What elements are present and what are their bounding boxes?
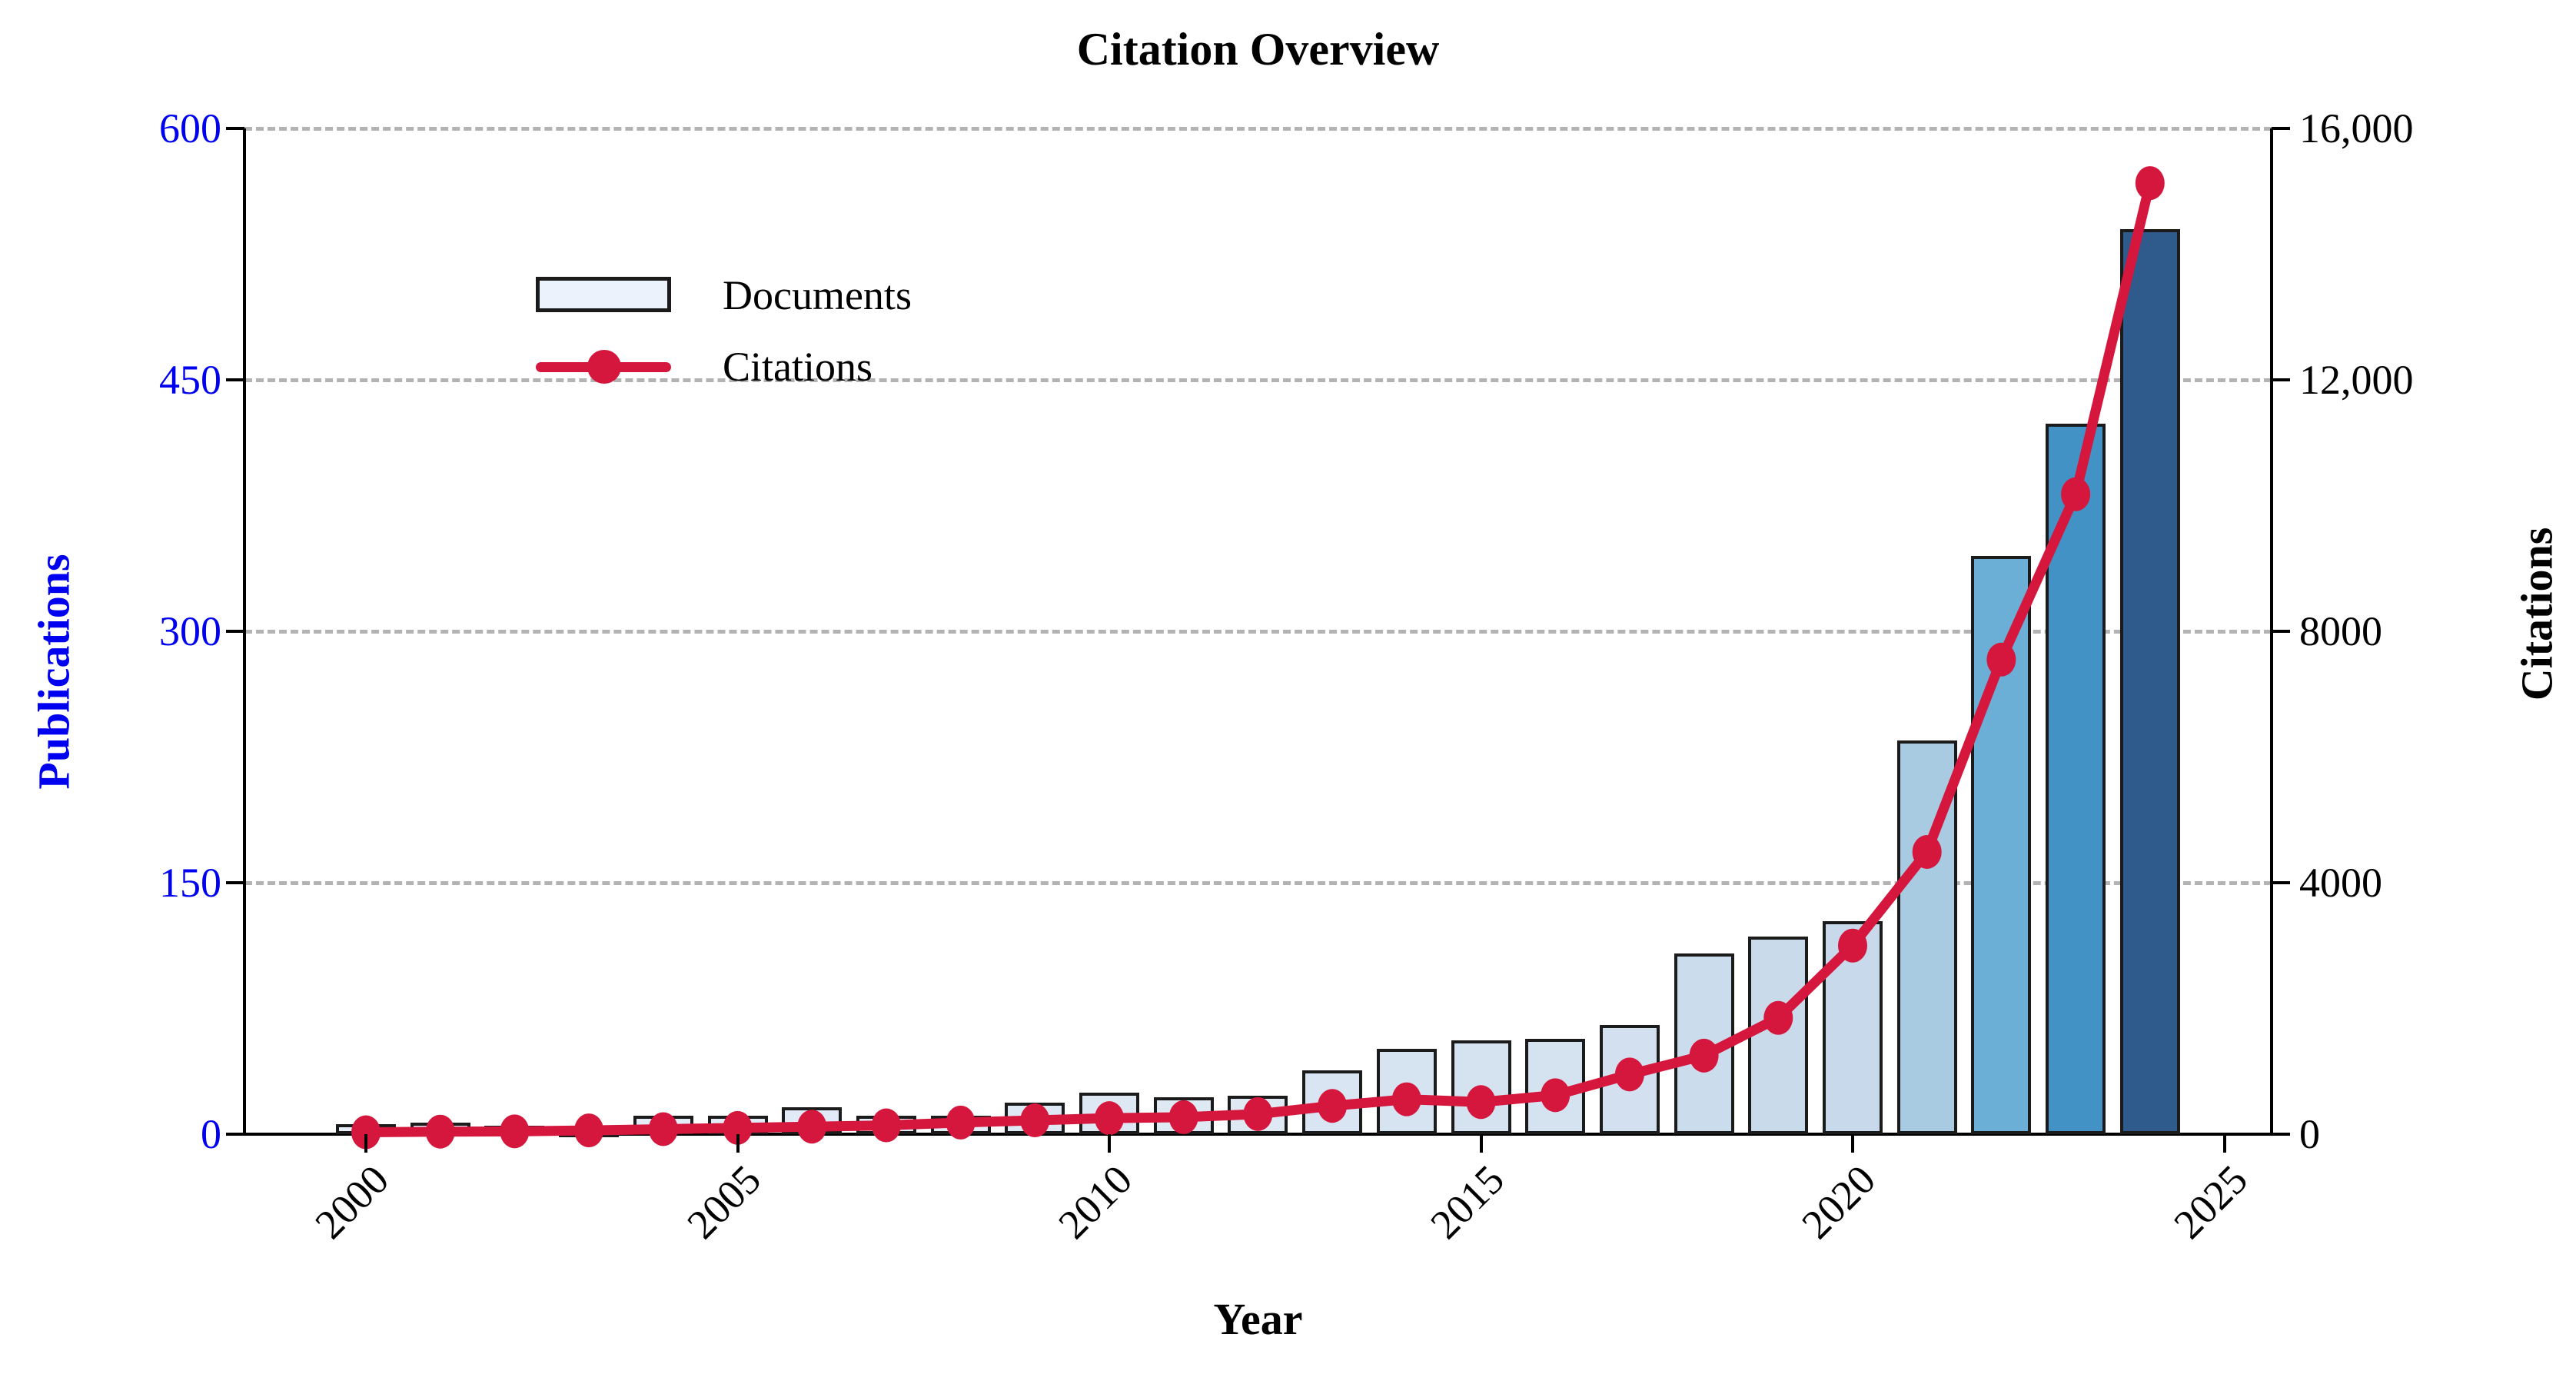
right-tick-mark — [2272, 881, 2290, 884]
left-axis-spine — [243, 128, 246, 1134]
left-tick-label-300: 300 — [159, 608, 221, 654]
citations-marker-2000 — [351, 1115, 381, 1150]
citations-marker-2007 — [871, 1108, 901, 1143]
citations-marker-2023 — [2061, 477, 2091, 511]
citations-marker-2024 — [2135, 166, 2165, 201]
left-tick-mark — [226, 127, 244, 130]
citations-marker-2022 — [1986, 642, 2016, 677]
citations-marker-2003 — [574, 1113, 604, 1148]
left-tick-mark — [226, 378, 244, 381]
citations-marker-2002 — [500, 1114, 530, 1149]
x-tick-mark-2025 — [2222, 1134, 2226, 1153]
gridline-150 — [244, 881, 2272, 885]
citations-marker-2013 — [1318, 1089, 1348, 1123]
legend-citations-label: Citations — [723, 344, 873, 390]
left-tick-mark — [226, 1133, 244, 1136]
left-tick-label-450: 450 — [159, 357, 221, 403]
x-axis-label: Year — [1213, 1294, 1303, 1344]
right-tick-label-16000: 16,000 — [2299, 105, 2414, 151]
citations-marker-2006 — [797, 1110, 827, 1144]
x-tick-mark-2010 — [1108, 1134, 1111, 1153]
citations-line-layer — [351, 166, 2165, 1150]
left-tick-label-600: 600 — [159, 105, 221, 151]
left-tick-mark — [226, 881, 244, 884]
right-tick-label-8000: 8000 — [2299, 608, 2382, 654]
x-axis-spine — [243, 1133, 2273, 1136]
legend-citations-marker-icon — [587, 350, 621, 384]
citations-marker-2016 — [1541, 1078, 1571, 1113]
right-tick-label-0: 0 — [2299, 1111, 2320, 1157]
legend-documents-swatch — [536, 277, 671, 312]
citations-marker-2017 — [1614, 1057, 1644, 1092]
plot-area: Documents Citations — [243, 127, 2273, 1150]
documents-bar-2021 — [1896, 740, 1957, 1134]
gridline-450 — [244, 378, 2272, 382]
right-tick-mark — [2272, 127, 2290, 130]
right-tick-mark — [2272, 630, 2290, 633]
documents-bar-2015 — [1451, 1040, 1511, 1134]
right-tick-label-4000: 4000 — [2299, 860, 2382, 906]
chart-title: Citation Overview — [1076, 24, 1440, 75]
left-tick-label-0: 0 — [201, 1111, 221, 1157]
citations-marker-2011 — [1168, 1100, 1198, 1134]
x-tick-label-2015: 2015 — [1421, 1156, 1513, 1248]
left-tick-label-150: 150 — [159, 860, 221, 906]
legend-documents-label: Documents — [723, 272, 912, 318]
gridline-300 — [244, 630, 2272, 634]
x-tick-label-2000: 2000 — [306, 1156, 398, 1248]
x-tick-mark-2000 — [364, 1134, 367, 1153]
citations-marker-2004 — [648, 1112, 678, 1146]
x-tick-label-2010: 2010 — [1049, 1156, 1142, 1248]
x-tick-mark-2020 — [1851, 1134, 1854, 1153]
documents-bar-2024 — [2119, 228, 2180, 1134]
citations-marker-2001 — [425, 1114, 455, 1149]
citations-marker-2012 — [1243, 1096, 1273, 1131]
x-tick-label-2005: 2005 — [677, 1156, 769, 1248]
citations-marker-2018 — [1689, 1038, 1719, 1073]
citations-marker-2008 — [946, 1105, 976, 1140]
x-tick-mark-2015 — [1479, 1134, 1483, 1153]
citations-marker-2015 — [1466, 1085, 1496, 1120]
left-tick-mark — [226, 630, 244, 633]
citations-marker-2021 — [1912, 834, 1942, 869]
citations-marker-2010 — [1095, 1101, 1124, 1136]
citations-marker-2019 — [1763, 1000, 1793, 1035]
citations-marker-2020 — [1838, 928, 1867, 963]
citations-marker-2014 — [1391, 1082, 1421, 1116]
x-tick-label-2025: 2025 — [2164, 1156, 2256, 1248]
x-tick-label-2020: 2020 — [1793, 1156, 1885, 1248]
gridline-600 — [244, 127, 2272, 131]
citations-marker-2009 — [1020, 1103, 1050, 1138]
right-tick-label-12000: 12,000 — [2299, 357, 2414, 403]
right-tick-mark — [2272, 1133, 2290, 1136]
x-tick-mark-2005 — [736, 1134, 740, 1153]
citations-line — [365, 181, 2156, 1138]
citations-marker-2005 — [723, 1110, 753, 1145]
right-tick-mark — [2272, 378, 2290, 381]
